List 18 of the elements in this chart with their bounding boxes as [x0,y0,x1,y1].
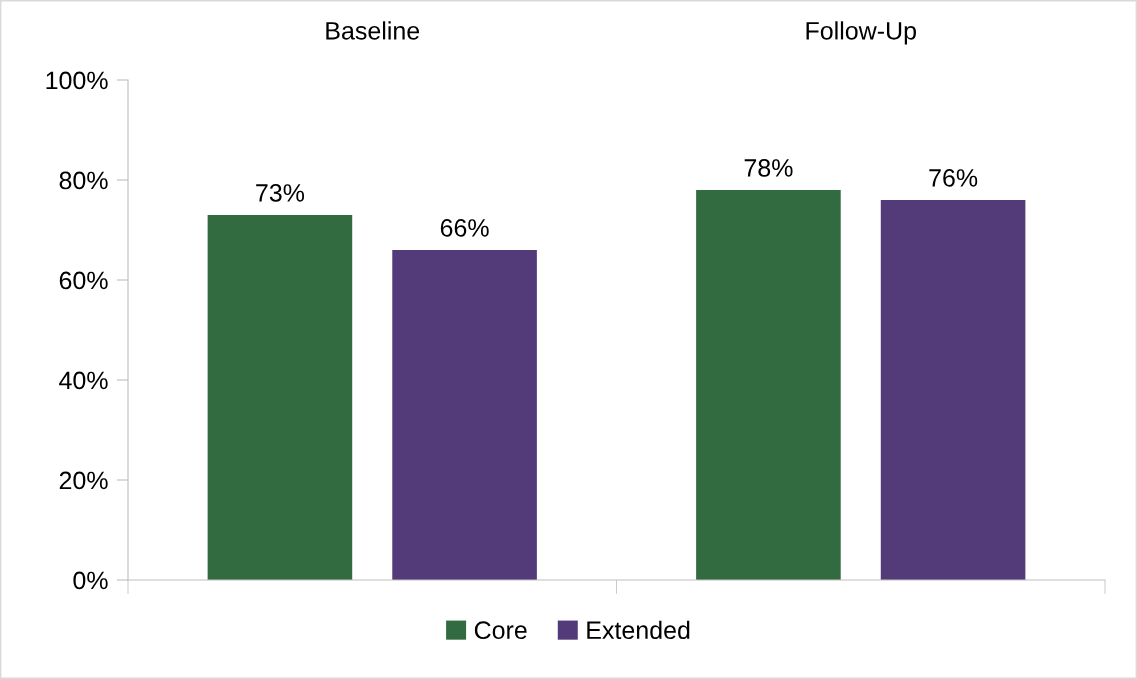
x-tick-label: Baseline [326,21,420,40]
legend-label: Extended [587,620,690,640]
y-tick-label: 100% [46,71,108,90]
y-tick-label: 0% [73,571,108,590]
y-tick-label: 80% [59,171,108,190]
bar [392,250,537,580]
data-label: 78% [744,159,793,177]
bar [880,200,1026,580]
legend-label: Core [474,621,527,640]
data-label: 73% [256,184,305,202]
data-label: 76% [929,169,978,187]
bar [207,215,353,580]
x-tick-label: Follow-Up [806,21,916,45]
data-label: 66% [440,219,489,237]
bar [696,190,841,580]
y-tick-label: 40% [59,371,108,390]
y-tick-label: 60% [59,271,108,290]
y-tick-label: 20% [59,471,108,490]
